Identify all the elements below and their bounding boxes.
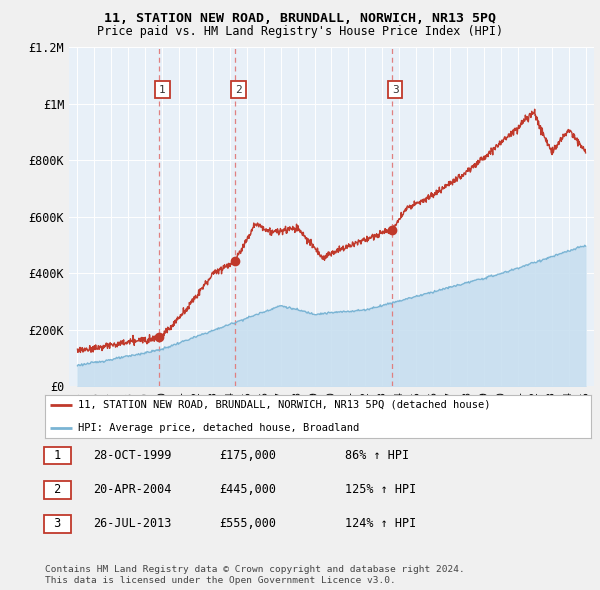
Text: 2: 2	[235, 84, 242, 94]
Text: 3: 3	[392, 84, 398, 94]
Text: £555,000: £555,000	[219, 517, 276, 530]
Text: 20-APR-2004: 20-APR-2004	[93, 483, 172, 496]
Text: £445,000: £445,000	[219, 483, 276, 496]
Text: Price paid vs. HM Land Registry's House Price Index (HPI): Price paid vs. HM Land Registry's House …	[97, 25, 503, 38]
Text: 86% ↑ HPI: 86% ↑ HPI	[345, 449, 409, 462]
Text: 3: 3	[47, 517, 68, 530]
Text: 11, STATION NEW ROAD, BRUNDALL, NORWICH, NR13 5PQ (detached house): 11, STATION NEW ROAD, BRUNDALL, NORWICH,…	[78, 400, 490, 410]
Text: 26-JUL-2013: 26-JUL-2013	[93, 517, 172, 530]
Text: 124% ↑ HPI: 124% ↑ HPI	[345, 517, 416, 530]
Text: 1: 1	[159, 84, 166, 94]
Text: Contains HM Land Registry data © Crown copyright and database right 2024.: Contains HM Land Registry data © Crown c…	[45, 565, 465, 574]
Text: 11, STATION NEW ROAD, BRUNDALL, NORWICH, NR13 5PQ: 11, STATION NEW ROAD, BRUNDALL, NORWICH,…	[104, 12, 496, 25]
Text: 125% ↑ HPI: 125% ↑ HPI	[345, 483, 416, 496]
Text: HPI: Average price, detached house, Broadland: HPI: Average price, detached house, Broa…	[78, 423, 359, 433]
Text: 28-OCT-1999: 28-OCT-1999	[93, 449, 172, 462]
Text: This data is licensed under the Open Government Licence v3.0.: This data is licensed under the Open Gov…	[45, 576, 396, 585]
Text: £175,000: £175,000	[219, 449, 276, 462]
Text: 2: 2	[47, 483, 68, 496]
Text: 1: 1	[47, 449, 68, 462]
